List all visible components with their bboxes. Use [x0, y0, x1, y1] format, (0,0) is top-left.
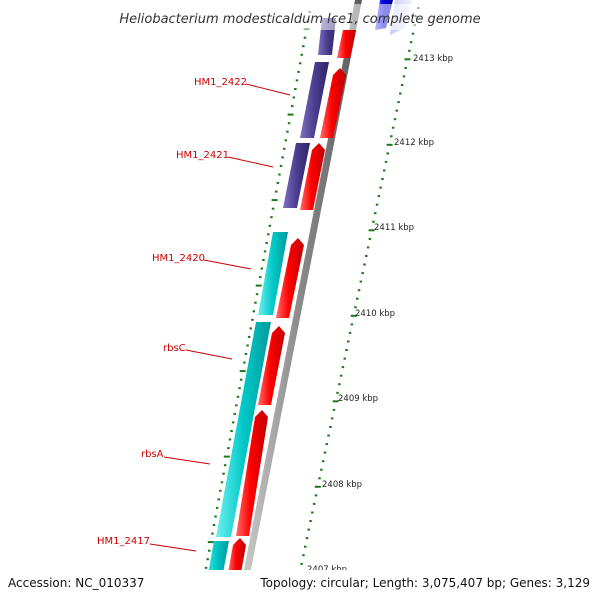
topology-label: Topology: circular; Length: 3,075,407 bp… — [259, 576, 590, 590]
gene-leader-line — [227, 156, 274, 168]
reverse-strand-track — [203, 0, 412, 600]
gene-leader-line — [185, 349, 233, 360]
forward-cds — [258, 326, 285, 405]
gene-label-rbsa: rbsA — [141, 449, 164, 460]
gene-label-hm1-2422: HM1_2422 — [194, 77, 247, 88]
gene-leader-line — [149, 543, 197, 552]
scale-label-2411: 2411 kbp — [374, 223, 414, 233]
reverse-cds — [283, 143, 310, 208]
gene-leader-line — [163, 456, 211, 465]
gene-label-hm1-2420: HM1_2420 — [152, 253, 205, 264]
forward-cds — [300, 143, 325, 210]
reverse-cds — [216, 322, 271, 537]
gene-leader-line — [245, 83, 291, 96]
accession-label: Accession: NC_010337 — [8, 576, 144, 590]
scale-label-2413: 2413 kbp — [413, 54, 453, 64]
scale-label-2412: 2412 kbp — [394, 138, 434, 148]
gene-label-hm1-2417: HM1_2417 — [97, 536, 150, 547]
scale-label-2410: 2410 kbp — [355, 309, 395, 319]
forward-strand-track — [222, 30, 356, 600]
gene-label-hm1-2421: HM1_2421 — [176, 150, 229, 161]
scale-ticks — [200, 7, 420, 599]
map-title: Heliobacterium modesticaldum Ice1, compl… — [119, 12, 480, 27]
forward-cds — [236, 410, 268, 536]
forward-cds — [228, 538, 246, 573]
genome-backbone — [238, 0, 362, 600]
gene-labels: HM1_2422 HM1_2421 HM1_2420 rbsC rbsA HM1… — [97, 77, 291, 552]
forward-cds — [337, 30, 356, 58]
forward-cds — [320, 68, 346, 138]
gene-label-rbsc: rbsC — [163, 343, 186, 354]
scale-label-2408: 2408 kbp — [322, 480, 362, 490]
scale-label-2409: 2409 kbp — [338, 394, 378, 404]
reverse-cds — [300, 62, 329, 138]
reverse-cds — [258, 232, 288, 315]
forward-cds — [276, 238, 304, 318]
gene-leader-line — [203, 259, 252, 270]
